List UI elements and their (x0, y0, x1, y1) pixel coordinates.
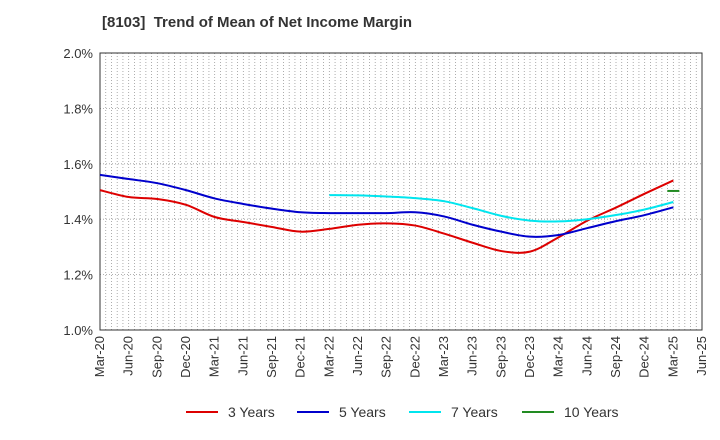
x-tick-label: Jun-24 (579, 336, 594, 376)
x-tick-label: Sep-21 (264, 336, 279, 378)
x-tick-label: Mar-24 (551, 336, 566, 377)
legend-swatch-5-years (297, 411, 329, 413)
chart-title: [8103] Trend of Mean of Net Income Margi… (102, 14, 413, 31)
series-lines (99, 173, 680, 254)
x-tick-label: Dec-20 (178, 336, 193, 378)
x-tick-label: Mar-20 (92, 336, 107, 377)
x-tick-label: Sep-23 (493, 336, 508, 378)
x-tick-label: Sep-24 (608, 336, 623, 378)
y-tick-labels: 1.0% 1.2% 1.4% 1.6% 1.8% 2.0% (63, 46, 93, 338)
legend-item-3-years: 3 Years (186, 404, 275, 420)
series-line-7-years (329, 194, 674, 223)
plot-border (99, 52, 703, 331)
legend-label-5-years: 5 Years (339, 404, 386, 420)
legend-swatch-7-years (409, 411, 441, 413)
x-tick-label: Jun-20 (121, 336, 136, 376)
y-tick-label: 1.2% (63, 268, 93, 283)
legend-swatch-3-years (186, 411, 218, 413)
x-tick-label: Mar-23 (436, 336, 451, 377)
x-tick-label: Mar-21 (207, 336, 222, 377)
legend-item-7-years: 7 Years (409, 404, 498, 420)
legend: 3 Years 5 Years 7 Years 10 Years (0, 404, 720, 426)
y-tick-label: 1.8% (63, 101, 93, 116)
x-tick-label: Mar-22 (321, 336, 336, 377)
legend-item-5-years: 5 Years (297, 404, 386, 420)
x-tick-label: Jun-21 (235, 336, 250, 376)
x-tick-label: Jun-25 (694, 336, 709, 376)
x-tick-label: Dec-21 (293, 336, 308, 378)
series-line-3-years (99, 179, 674, 254)
x-tick-label: Jun-22 (350, 336, 365, 376)
x-tick-labels: Mar-20 Jun-20 Sep-20 Dec-20 Mar-21 Jun-21 Sep-… (92, 336, 709, 378)
y-tick-label: 1.6% (63, 157, 93, 172)
y-tick-label: 2.0% (63, 46, 93, 61)
legend-label-10-years: 10 Years (564, 404, 619, 420)
y-tick-label: 1.4% (63, 212, 93, 227)
legend-label-7-years: 7 Years (451, 404, 498, 420)
x-tick-label: Dec-24 (637, 336, 652, 378)
x-tick-label: Sep-22 (379, 336, 394, 378)
axes (99, 52, 703, 331)
series-line-5-years (99, 173, 674, 238)
y-tick-label: 1.0% (63, 323, 93, 338)
legend-label-3-years: 3 Years (228, 404, 275, 420)
x-tick-label: Sep-20 (149, 336, 164, 378)
x-tick-label: Mar-25 (665, 336, 680, 377)
legend-item-10-years: 10 Years (522, 404, 619, 420)
x-tick-label: Jun-23 (465, 336, 480, 376)
x-tick-label: Dec-22 (407, 336, 422, 378)
legend-swatch-10-years (522, 411, 554, 413)
x-tick-label: Dec-23 (522, 336, 537, 378)
